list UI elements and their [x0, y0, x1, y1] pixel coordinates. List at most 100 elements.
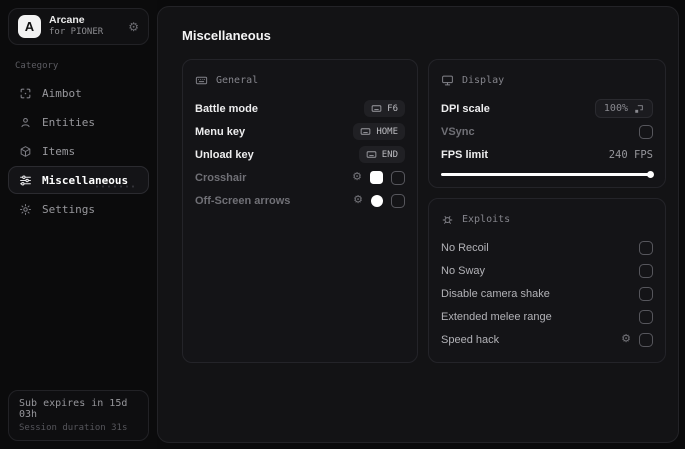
setting-label: VSync	[441, 125, 475, 138]
sub-expires-text: Sub expires in 15d 03h	[19, 398, 128, 420]
no-sway-checkbox[interactable]	[639, 263, 653, 278]
speed-hack-checkbox[interactable]	[639, 332, 653, 347]
setting-row-dpi-scale: DPI scale 100%	[441, 97, 653, 120]
setting-row-battle-mode: Battle mode F6	[195, 97, 405, 120]
setting-label: Battle mode	[195, 102, 258, 115]
keybind-value: END	[381, 149, 398, 160]
setting-label: Menu key	[195, 125, 246, 138]
setting-label: FPS limit	[441, 148, 489, 161]
sliders-icon	[20, 175, 31, 185]
sidebar: A Arcane for PIONER ⚙ Category Aimbot	[0, 0, 157, 449]
fps-limit-slider[interactable]	[441, 171, 654, 178]
gear-icon[interactable]: ⚙	[353, 194, 363, 206]
sidebar-item-entities[interactable]: Entities	[8, 108, 149, 136]
vsync-checkbox[interactable]	[639, 124, 653, 139]
app-logo: A	[18, 15, 41, 38]
category-label: Category	[15, 61, 59, 71]
setting-row-vsync: VSync	[441, 120, 653, 143]
sidebar-spacer	[8, 223, 149, 390]
bug-icon	[442, 216, 453, 224]
keyboard-icon	[361, 128, 371, 135]
keyboard-icon	[366, 151, 377, 158]
exploits-card: Exploits No Recoil No Sway Disable camer…	[428, 198, 666, 363]
setting-label: Crosshair	[195, 171, 247, 184]
dpi-scale-value: 100%	[603, 103, 628, 114]
setting-label: Extended melee range	[441, 310, 552, 323]
general-card: General Battle mode F6	[182, 59, 418, 363]
session-duration-text: Session duration 31s	[19, 423, 128, 433]
keybind-value: HOME	[376, 126, 398, 137]
sidebar-item-items[interactable]: Items	[8, 137, 149, 165]
app-subtitle: for PIONER	[49, 27, 104, 38]
setting-row-crosshair: Crosshair ⚙	[195, 166, 405, 189]
setting-label: Speed hack	[441, 333, 500, 346]
sidebar-item-miscellaneous[interactable]: Miscellaneous	[8, 166, 149, 194]
sidebar-nav: Aimbot Entities Items Miscellaneo	[8, 79, 149, 223]
extended-melee-range-checkbox[interactable]	[639, 309, 653, 324]
sidebar-item-settings[interactable]: Settings	[8, 195, 149, 223]
setting-row-offscreen-arrows: Off-Screen arrows ⚙	[195, 189, 405, 212]
exploits-card-header: Exploits	[441, 213, 653, 226]
no-recoil-checkbox[interactable]	[639, 240, 653, 255]
setting-row-unload-key: Unload key END	[195, 143, 405, 166]
sidebar-item-label: Settings	[42, 202, 95, 216]
color-swatch[interactable]	[371, 194, 383, 207]
slider-fill	[441, 173, 651, 176]
general-card-header: General	[195, 74, 405, 87]
sidebar-item-label: Entities	[42, 115, 95, 129]
sidebar-item-label: Items	[42, 144, 76, 158]
keyboard-icon	[371, 105, 382, 112]
fps-limit-value: 240 FPS	[608, 148, 653, 161]
sidebar-item-aimbot[interactable]: Aimbot	[8, 79, 149, 107]
dpi-scale-select[interactable]: 100%	[594, 99, 653, 118]
keybind-button[interactable]: F6	[364, 100, 405, 117]
color-swatch[interactable]	[370, 171, 383, 184]
entities-icon	[21, 117, 30, 127]
setting-label: Unload key	[195, 148, 254, 161]
sidebar-item-label: Miscellaneous	[42, 173, 129, 187]
display-card: Display DPI scale 100%	[428, 59, 666, 188]
setting-row-extended-melee-range: Extended melee range	[441, 305, 653, 328]
gear-icon	[20, 203, 31, 215]
setting-label: Disable camera shake	[441, 287, 550, 300]
content-panel: Miscellaneous General Battle mode	[157, 6, 679, 443]
app-name: Arcane	[49, 14, 85, 27]
setting-row-speed-hack: Speed hack ⚙	[441, 328, 653, 351]
cube-icon	[20, 145, 31, 157]
gear-icon[interactable]: ⚙	[352, 171, 362, 183]
active-item-dots	[94, 184, 138, 189]
main-area: Miscellaneous General Battle mode	[157, 0, 685, 449]
subscription-card: Sub expires in 15d 03h Session duration …	[8, 390, 149, 441]
setting-row-menu-key: Menu key HOME	[195, 120, 405, 143]
monitor-icon	[442, 75, 453, 86]
columns: General Battle mode F6	[182, 59, 666, 363]
keyboard-icon	[195, 76, 208, 85]
keybind-value: F6	[387, 103, 398, 114]
gear-icon[interactable]: ⚙	[128, 19, 139, 34]
keybind-button[interactable]: END	[358, 146, 405, 163]
display-card-header: Display	[441, 74, 653, 87]
display-card-title: Display	[462, 75, 505, 86]
setting-label: DPI scale	[441, 102, 490, 115]
general-card-title: General	[216, 75, 259, 86]
setting-label: No Recoil	[441, 241, 489, 254]
page-title: Miscellaneous	[182, 28, 271, 43]
slider-knob[interactable]	[646, 171, 654, 178]
setting-row-no-sway: No Sway	[441, 259, 653, 282]
scan-icon	[20, 88, 31, 98]
keybind-button[interactable]: HOME	[353, 123, 405, 140]
gear-icon[interactable]: ⚙	[621, 333, 631, 345]
setting-row-disable-camera-shake: Disable camera shake	[441, 282, 653, 305]
exploits-card-title: Exploits	[462, 214, 511, 225]
brand-card: A Arcane for PIONER ⚙	[8, 8, 149, 45]
crosshair-checkbox[interactable]	[391, 170, 405, 185]
sidebar-item-label: Aimbot	[42, 86, 82, 100]
setting-row-no-recoil: No Recoil	[441, 236, 653, 259]
setting-label: Off-Screen arrows	[195, 194, 291, 207]
offscreen-arrows-checkbox[interactable]	[391, 193, 405, 208]
setting-row-fps-limit: FPS limit 240 FPS	[441, 143, 653, 166]
brand-text: Arcane for PIONER	[49, 14, 103, 38]
scale-icon	[635, 104, 643, 113]
disable-camera-shake-checkbox[interactable]	[639, 286, 653, 301]
